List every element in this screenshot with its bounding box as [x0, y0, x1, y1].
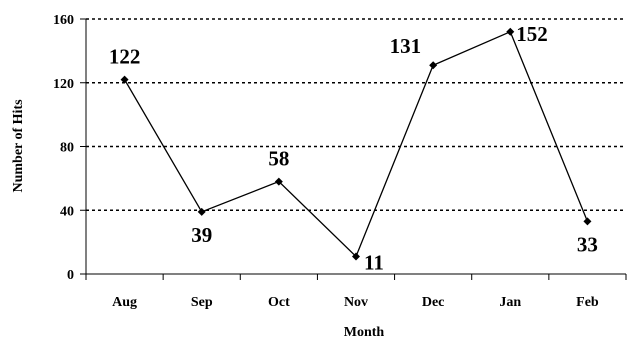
data-label: 33 [577, 232, 598, 256]
data-label: 39 [191, 223, 212, 247]
data-point-marker [583, 217, 592, 226]
x-tick-label: Sep [191, 295, 213, 310]
data-point-marker [274, 177, 283, 186]
y-tick-labels: 0 40 80 120 160 [53, 13, 74, 283]
x-tick-label: Nov [344, 295, 368, 310]
y-tick-label: 0 [67, 268, 74, 283]
x-tick-label: Dec [422, 295, 445, 310]
x-axis-title: Month [344, 325, 385, 340]
series-line [120, 27, 592, 261]
gridlines [86, 18, 626, 211]
axes [80, 18, 627, 280]
data-point-marker [429, 61, 438, 70]
data-label: 122 [109, 45, 141, 69]
y-tick-label: 40 [60, 204, 74, 219]
x-tick-label: Jan [499, 295, 521, 310]
data-point-marker [506, 27, 515, 36]
data-point-marker [352, 252, 360, 261]
data-label: 58 [268, 147, 289, 171]
x-tick-label: Aug [112, 295, 137, 310]
x-tick-labels: Aug Sep Oct Nov Dec Jan Feb [112, 295, 599, 310]
y-axis-title: Number of Hits [11, 99, 26, 193]
y-tick-label: 160 [53, 13, 74, 28]
data-point-marker [120, 75, 129, 84]
data-label: 11 [364, 250, 384, 274]
x-tick-label: Oct [268, 295, 290, 310]
data-point-marker [197, 207, 206, 216]
y-tick-label: 80 [60, 141, 74, 156]
y-tick-label: 120 [53, 77, 74, 92]
data-label: 131 [390, 34, 422, 58]
data-labels: 122 39 58 11 131 152 33 [109, 22, 598, 275]
data-label: 152 [516, 22, 548, 46]
x-tick-label: Feb [576, 295, 599, 310]
